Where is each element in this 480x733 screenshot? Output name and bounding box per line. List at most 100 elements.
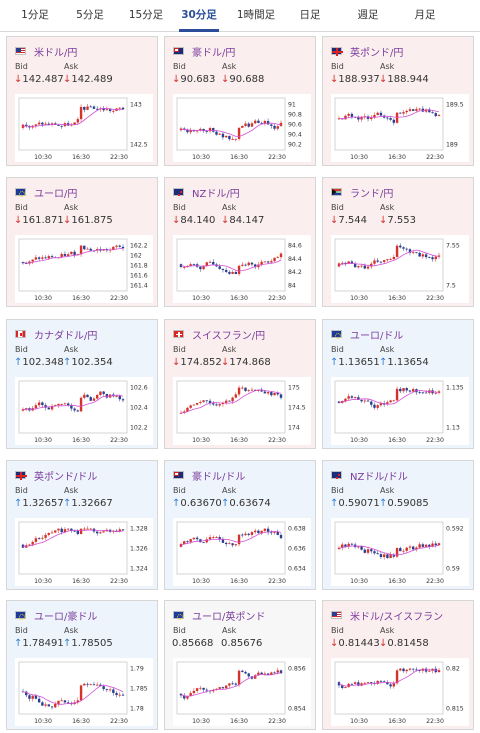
price-chart[interactable]: 84.6 84.4 84.2 84 10:30 16:30 22:30 xyxy=(173,235,311,303)
rate-card[interactable]: 米ドル/スイスフラン Bid Ask ↓0.81443 ↓0.81458 0.8… xyxy=(322,600,474,730)
tab-6[interactable]: 週足 xyxy=(357,9,379,21)
tab-0[interactable]: 1分足 xyxy=(21,9,49,21)
candle-body xyxy=(57,528,60,531)
moving-average-line xyxy=(180,259,282,272)
price-chart[interactable]: 102.6 102.4 102.2 10:30 16:30 22:30 xyxy=(15,377,153,445)
pair-name[interactable]: ユーロ/円 xyxy=(34,188,78,200)
candle-body xyxy=(31,259,34,262)
ask-price: ↑102.354 xyxy=(63,357,113,368)
candle-body xyxy=(121,246,125,249)
candle-body xyxy=(121,399,125,401)
rate-card[interactable]: 豪ドル/ドル Bid Ask ↑0.63670 ↑0.63674 0.638 0.… xyxy=(164,460,316,590)
tab-3[interactable]: 30分足 xyxy=(175,0,223,32)
candle-body xyxy=(205,689,209,691)
candle-body xyxy=(424,544,428,547)
price-chart[interactable]: 1.79 1.785 1.78 10:30 16:30 22:30 xyxy=(15,658,153,726)
rate-card[interactable]: ランド/円 Bid Ask ↓7.544 ↓7.553 7.55 7.5 10:30… xyxy=(322,177,474,307)
price-chart[interactable]: 0.638 0.636 0.634 10:30 16:30 22:30 xyxy=(173,518,311,586)
rate-card[interactable]: 米ドル/円 Bid Ask ↓142.487 ↓142.489 143 142.5… xyxy=(6,36,158,166)
candle-body xyxy=(63,529,67,533)
candle-body xyxy=(34,257,38,260)
rate-card[interactable]: NZドル/ドル Bid Ask ↑0.59071 ↑0.59085 0.592 0… xyxy=(322,460,474,590)
pair-name[interactable]: ユーロ/英ポンド xyxy=(192,611,266,623)
candle-body xyxy=(221,268,225,270)
price-chart[interactable]: 1.135 1.13 10:30 16:30 22:30 xyxy=(331,377,469,445)
candle-body xyxy=(402,112,405,114)
chart-frame xyxy=(176,521,286,575)
ask-price: ↑0.59085 xyxy=(379,498,429,509)
pair-name[interactable]: 豪ドル/円 xyxy=(192,47,236,59)
pair-name[interactable]: NZドル/ドル xyxy=(350,471,408,483)
bid-label: Bid xyxy=(15,486,28,495)
rate-card[interactable]: スイスフラン/円 Bid Ask ↓174.852 ↓174.868 175 17… xyxy=(164,319,316,449)
candle-body xyxy=(392,400,396,402)
candle-body xyxy=(186,407,189,412)
candle-body xyxy=(405,547,408,551)
tab-1[interactable]: 5分足 xyxy=(76,9,104,21)
rate-card[interactable]: ユーロ/ドル Bid Ask ↑1.13651 ↑1.13654 1.135 1.… xyxy=(322,319,474,449)
rate-card[interactable]: ユーロ/豪ドル Bid Ask ↑1.78491 ↑1.78505 1.79 1.… xyxy=(6,600,158,730)
tab-2[interactable]: 15分足 xyxy=(128,9,164,21)
y-tick-label: 1.324 xyxy=(130,566,148,573)
rate-card[interactable]: 英ポンド/円 Bid Ask ↓188.937 ↓188.944 189.5 18… xyxy=(322,36,474,166)
candle-body xyxy=(212,689,215,692)
price-chart[interactable]: 143 142.5 10:30 16:30 22:30 xyxy=(15,94,153,162)
candle-body xyxy=(73,122,76,125)
price-chart[interactable]: 7.55 7.5 10:30 16:30 22:30 xyxy=(331,235,469,303)
chart-frame xyxy=(176,380,286,434)
pair-name[interactable]: ユーロ/ドル xyxy=(350,330,404,342)
price-chart[interactable]: 91 90.8 90.6 90.4 90.2 10:30 16:30 22:30 xyxy=(173,94,311,162)
price-chart[interactable]: 189.5 189 10:30 16:30 22:30 xyxy=(331,94,469,162)
pair-name[interactable]: カナダドル/円 xyxy=(34,330,98,342)
candle-body xyxy=(270,672,273,675)
y-tick-label: 143 xyxy=(130,102,142,109)
candle-body xyxy=(350,683,354,685)
rate-card[interactable]: 英ポンド/ドル Bid Ask ↑1.32657 ↑1.32667 1.328 1… xyxy=(6,460,158,590)
price-chart[interactable]: 175 174.5 174 10:30 16:30 22:30 xyxy=(173,377,311,445)
pair-name[interactable]: 英ポンド/円 xyxy=(350,47,404,59)
candle-body xyxy=(224,135,228,138)
pair-name[interactable]: 米ドル/スイスフラン xyxy=(350,611,444,623)
candle-body xyxy=(95,531,99,534)
pair-name[interactable]: NZドル/円 xyxy=(192,188,240,200)
ask-label: Ask xyxy=(222,486,237,495)
pair-name[interactable]: ランド/円 xyxy=(350,188,394,200)
pair-name[interactable]: 豪ドル/ドル xyxy=(192,471,246,483)
candle-body xyxy=(382,681,386,683)
candle-body xyxy=(399,388,402,392)
candle-body xyxy=(202,128,205,132)
tab-4[interactable]: 1時間足 xyxy=(236,9,276,21)
price-chart[interactable]: 0.592 0.59 10:30 16:30 22:30 xyxy=(331,518,469,586)
y-tick-label: 1.79 xyxy=(130,666,144,673)
pair-name[interactable]: ユーロ/豪ドル xyxy=(34,611,98,623)
rate-card[interactable]: カナダドル/円 Bid Ask ↑102.348 ↑102.354 102.6 1… xyxy=(6,319,158,449)
ask-label: Ask xyxy=(64,62,79,71)
candle-body xyxy=(21,409,25,411)
rate-card[interactable]: 豪ドル/円 Bid Ask ↓90.683 ↓90.688 91 90.8 90.6… xyxy=(164,36,316,166)
tab-5[interactable]: 日足 xyxy=(299,9,321,21)
price-chart[interactable]: 162.2 162 161.8 161.6 161.4 10:30 16:30 22:30 xyxy=(15,235,153,303)
candle-body xyxy=(212,403,215,405)
candle-body xyxy=(250,123,254,127)
candle-body xyxy=(273,531,276,533)
candle-body xyxy=(411,389,415,392)
pair-name[interactable]: 米ドル/円 xyxy=(34,47,78,59)
candle-body xyxy=(86,106,89,110)
price-chart[interactable]: 0.82 0.815 10:30 16:30 22:30 xyxy=(331,658,469,726)
pair-name[interactable]: 英ポンド/ドル xyxy=(34,471,98,483)
candle-body xyxy=(237,534,241,545)
card-header: ユーロ/ドル xyxy=(331,327,471,342)
tab-7[interactable]: 月足 xyxy=(414,9,436,21)
price-chart[interactable]: 1.328 1.326 1.324 10:30 16:30 22:30 xyxy=(15,518,153,586)
pair-name[interactable]: スイスフラン/円 xyxy=(192,330,266,342)
candle-body xyxy=(92,684,96,686)
price-chart[interactable]: 0.856 0.854 10:30 16:30 22:30 xyxy=(173,658,311,726)
candle-body xyxy=(121,694,125,696)
rate-card[interactable]: ユーロ/円 Bid Ask ↓161.871 ↓161.875 162.2 162… xyxy=(6,177,158,307)
rate-card[interactable]: NZドル/円 Bid Ask ↓84.140 ↓84.147 84.6 84.4 8… xyxy=(164,177,316,307)
trend-arrow-icon: ↑ xyxy=(172,498,181,509)
x-tick-label: 22:30 xyxy=(110,578,128,585)
rate-card[interactable]: ユーロ/英ポンド Bid Ask 0.85668 0.85676 0.856 0.… xyxy=(164,600,316,730)
candle-body xyxy=(379,112,383,116)
x-tick-label: 22:30 xyxy=(426,718,444,725)
